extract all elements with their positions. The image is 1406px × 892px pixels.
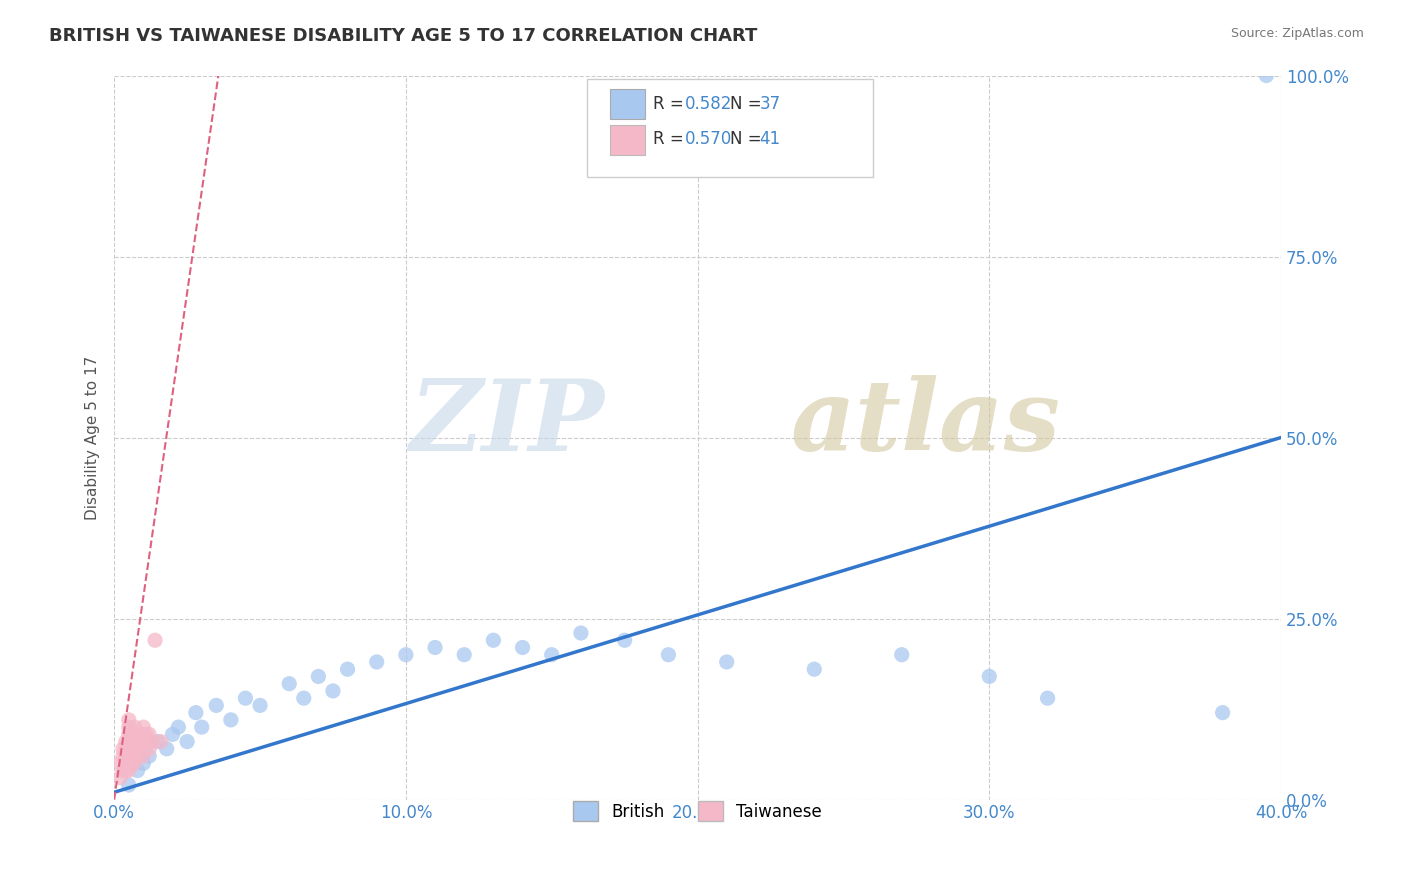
Point (129, 742, 152, 756)
Point (979, 669, 1001, 683)
Point (124, 734, 146, 748)
Point (482, 633, 505, 648)
Point (307, 669, 329, 683)
Point (167, 720, 190, 734)
Point (219, 713, 242, 727)
Text: 0.582: 0.582 (685, 95, 733, 112)
Point (118, 778, 141, 792)
Bar (610, 88, 645, 119)
Point (657, 648, 679, 662)
Point (322, 684, 344, 698)
Point (127, 734, 149, 748)
Point (235, 691, 257, 706)
Point (138, 727, 160, 741)
Point (540, 648, 562, 662)
Point (395, 648, 418, 662)
Point (129, 727, 152, 741)
Point (453, 648, 475, 662)
Point (138, 749, 160, 764)
Point (613, 633, 636, 648)
Point (127, 764, 149, 778)
Text: 0.570: 0.570 (685, 130, 733, 148)
Point (111, 749, 134, 764)
Point (135, 734, 157, 748)
Point (118, 720, 141, 734)
Point (108, 771, 131, 785)
Point (111, 742, 134, 756)
Point (121, 756, 143, 771)
Point (132, 749, 155, 764)
Point (132, 727, 155, 741)
Point (115, 764, 138, 778)
Point (249, 698, 271, 713)
Point (127, 749, 149, 764)
Point (143, 633, 166, 648)
Point (190, 720, 212, 734)
Point (366, 655, 388, 669)
Point (149, 734, 172, 748)
Text: 37: 37 (759, 95, 780, 112)
Point (176, 734, 198, 748)
Text: ZIP: ZIP (409, 375, 605, 471)
Point (118, 756, 141, 771)
Point (292, 691, 315, 706)
Point (569, 626, 592, 640)
Point (135, 727, 157, 741)
Point (127, 727, 149, 741)
Point (184, 706, 207, 720)
Text: BRITISH VS TAIWANESE DISABILITY AGE 5 TO 17 CORRELATION CHART: BRITISH VS TAIWANESE DISABILITY AGE 5 TO… (49, 27, 758, 45)
Point (336, 662, 359, 676)
Point (124, 720, 146, 734)
Point (118, 727, 141, 741)
Point (124, 756, 146, 771)
Point (121, 742, 143, 756)
Point (115, 742, 138, 756)
Point (141, 734, 163, 748)
Point (132, 742, 155, 756)
Point (118, 713, 141, 727)
Point (118, 742, 141, 756)
Point (890, 648, 912, 662)
Point (146, 734, 169, 748)
FancyBboxPatch shape (586, 79, 873, 177)
Text: R =: R = (654, 130, 689, 148)
Point (132, 720, 155, 734)
Point (118, 734, 141, 748)
Text: N =: N = (730, 130, 768, 148)
Text: atlas: atlas (792, 375, 1062, 471)
Point (115, 734, 138, 748)
Point (118, 749, 141, 764)
Point (162, 727, 184, 741)
Point (111, 764, 134, 778)
Legend: British, Taiwanese: British, Taiwanese (560, 788, 835, 835)
Point (108, 756, 131, 771)
Point (132, 734, 155, 748)
Point (121, 727, 143, 741)
Text: N =: N = (730, 95, 768, 112)
Point (278, 676, 301, 690)
Text: R =: R = (654, 95, 689, 112)
Point (124, 742, 146, 756)
Y-axis label: Disability Age 5 to 17: Disability Age 5 to 17 (86, 355, 100, 520)
Bar (610, 125, 645, 155)
Point (512, 640, 534, 655)
Point (118, 764, 141, 778)
Point (115, 756, 138, 771)
Text: Source: ZipAtlas.com: Source: ZipAtlas.com (1230, 27, 1364, 40)
Point (1256, 69, 1278, 83)
Text: 41: 41 (759, 130, 780, 148)
Point (1212, 706, 1234, 720)
Point (132, 756, 155, 771)
Point (423, 640, 446, 655)
Point (156, 742, 179, 756)
Point (803, 662, 825, 676)
Point (138, 742, 160, 756)
Point (205, 698, 228, 713)
Point (1036, 691, 1059, 706)
Point (716, 655, 738, 669)
